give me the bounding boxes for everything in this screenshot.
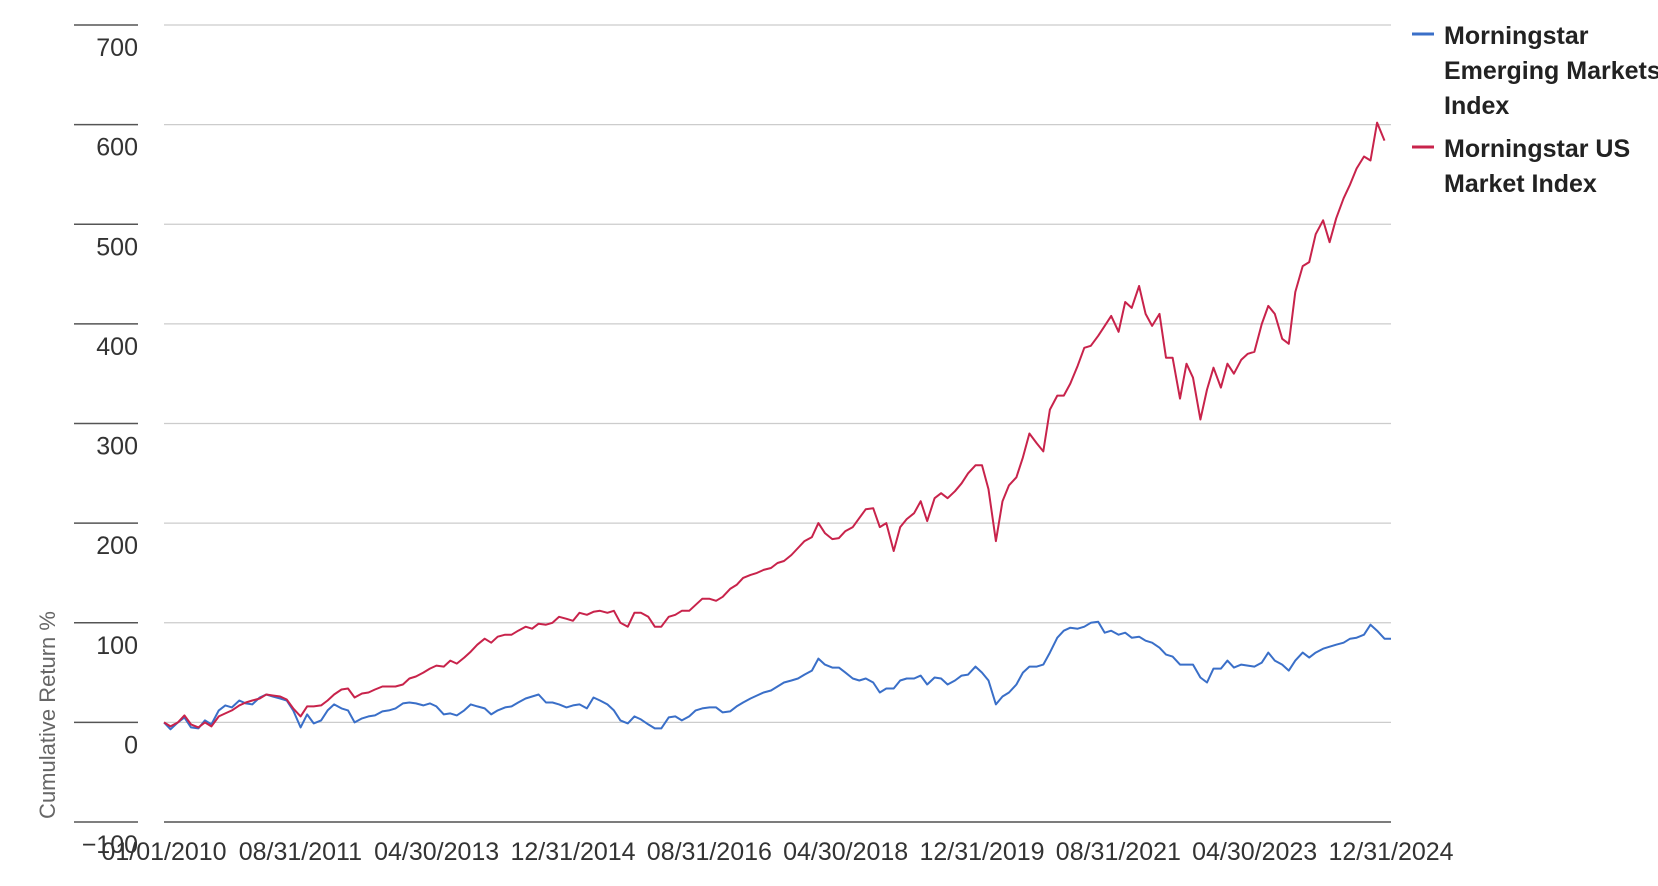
y-axis-ticks: −100 0 100 200 300 400 500 600 700 <box>74 24 138 859</box>
x-tick-label: 04/30/2023 <box>1192 838 1317 866</box>
x-tick-label: 01/01/2010 <box>101 838 226 866</box>
y-tick-label: 500 <box>96 233 138 261</box>
x-tick-label: 04/30/2013 <box>374 838 499 866</box>
x-axis-ticks: 01/01/2010 08/31/2011 04/30/2013 12/31/2014… <box>101 821 1454 866</box>
gridlines <box>164 24 1391 823</box>
y-tick-label: 0 <box>124 731 138 759</box>
y-tick-label: 700 <box>96 34 138 62</box>
x-tick-label: 12/31/2019 <box>919 838 1044 866</box>
series-lines <box>163 121 1391 731</box>
legend: Morningstar Emerging Markets Index Mornings… <box>1412 22 1658 198</box>
legend-entry: Morningstar US Market Index <box>1444 135 1630 198</box>
y-tick-label: 600 <box>96 134 138 162</box>
series-line-1 <box>163 121 1386 729</box>
legend-entry: Morningstar Emerging Markets Index <box>1444 22 1658 120</box>
y-axis-label: Cumulative Return % <box>35 611 60 819</box>
y-tick-label: 300 <box>96 433 138 461</box>
y-tick-label: −100 <box>82 831 138 859</box>
x-tick-label: 08/31/2016 <box>647 838 772 866</box>
series-line-0 <box>163 620 1391 731</box>
x-tick-label: 08/31/2021 <box>1056 838 1181 866</box>
x-tick-label: 08/31/2011 <box>239 838 362 866</box>
y-tick-label: 400 <box>96 333 138 361</box>
x-tick-label: 12/31/2024 <box>1328 838 1453 866</box>
y-tick-label: 200 <box>96 532 138 560</box>
x-tick-label: 04/30/2018 <box>783 838 908 866</box>
y-tick-label: 100 <box>96 632 138 660</box>
x-tick-label: 12/31/2014 <box>510 838 635 866</box>
